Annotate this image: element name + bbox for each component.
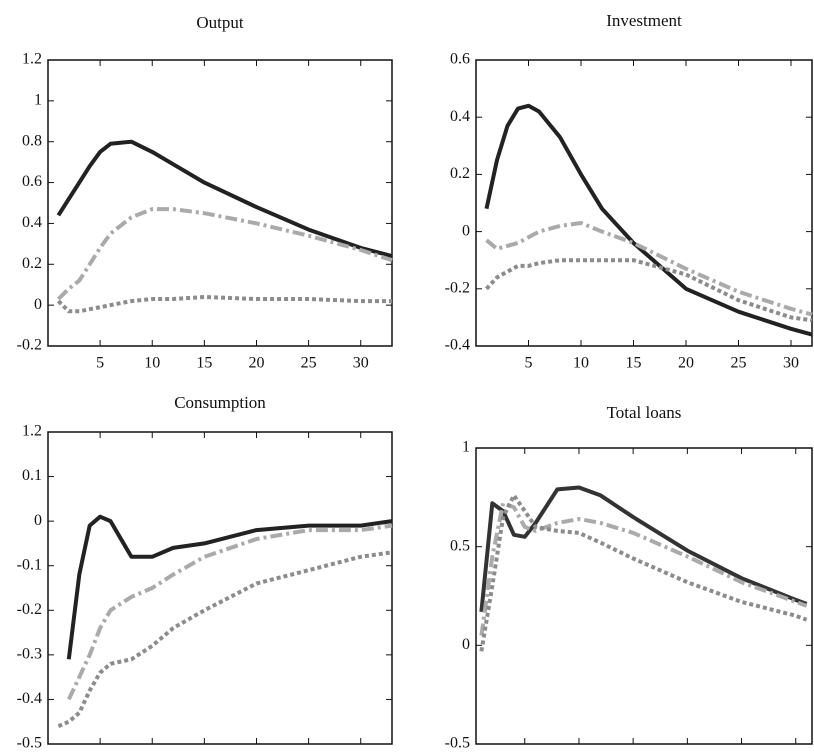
panel-title: Consumption [174,393,266,412]
y-tick-label: 0.1 [22,467,42,484]
series-line [56,139,393,259]
x-tick-label: 30 [353,355,369,372]
y-tick-label: -0.4 [17,690,42,707]
y-tick-label: -0.4 [445,337,470,354]
series-line [57,550,393,729]
y-tick-label: 0.4 [450,108,470,125]
y-tick-label: -0.3 [17,646,42,663]
plot-frame [475,59,813,347]
x-tick-label: 25 [301,355,317,372]
series-line [66,523,393,701]
plot-frame [47,59,393,347]
y-tick-label: 1 [34,92,42,109]
series-line [56,295,392,314]
x-tick-label: 30 [783,355,799,372]
series-line [485,258,813,323]
series-line [484,103,813,337]
x-tick-label: 20 [248,355,264,372]
x-tick-label: 5 [525,355,533,372]
y-tick-label: 1.2 [22,423,42,440]
y-tick-label: 0.6 [22,173,42,190]
series-line [66,514,393,660]
y-tick-label: -0.5 [445,735,470,752]
y-tick-label: -0.1 [17,556,42,573]
y-tick-label: 0.6 [450,51,470,68]
series-line [56,207,393,301]
panel-title: Investment [606,11,682,30]
x-tick-label: 15 [626,355,642,372]
y-tick-label: 0.5 [450,537,470,554]
x-tick-label: 10 [144,355,160,372]
series-line [479,501,808,636]
series-line [479,493,808,652]
series-line [485,221,813,317]
plot-frame [47,431,393,745]
y-tick-label: 0 [462,636,470,653]
y-tick-label: -0.2 [17,337,42,354]
y-tick-label: -0.2 [17,601,42,618]
y-tick-label: 1 [462,439,470,456]
x-tick-label: 10 [573,355,589,372]
x-tick-label: 5 [96,355,104,372]
x-tick-label: 25 [731,355,747,372]
y-tick-label: 0 [34,296,42,313]
y-tick-label: 0 [34,512,42,529]
y-tick-label: 0.8 [22,132,42,149]
y-tick-label: -0.5 [17,735,42,752]
y-tick-label: 0.4 [22,214,42,231]
y-tick-label: 0.2 [22,255,42,272]
series-line [479,485,808,612]
x-tick-label: 20 [678,355,694,372]
y-tick-label: -0.2 [445,279,470,296]
x-tick-label: 15 [196,355,212,372]
y-tick-label: 0 [462,222,470,239]
plot-frame [475,447,813,745]
y-tick-label: 0.2 [450,165,470,182]
panel-title: Output [196,13,244,32]
y-tick-label: 1.2 [22,51,42,68]
panel-title: Total loans [607,403,682,422]
